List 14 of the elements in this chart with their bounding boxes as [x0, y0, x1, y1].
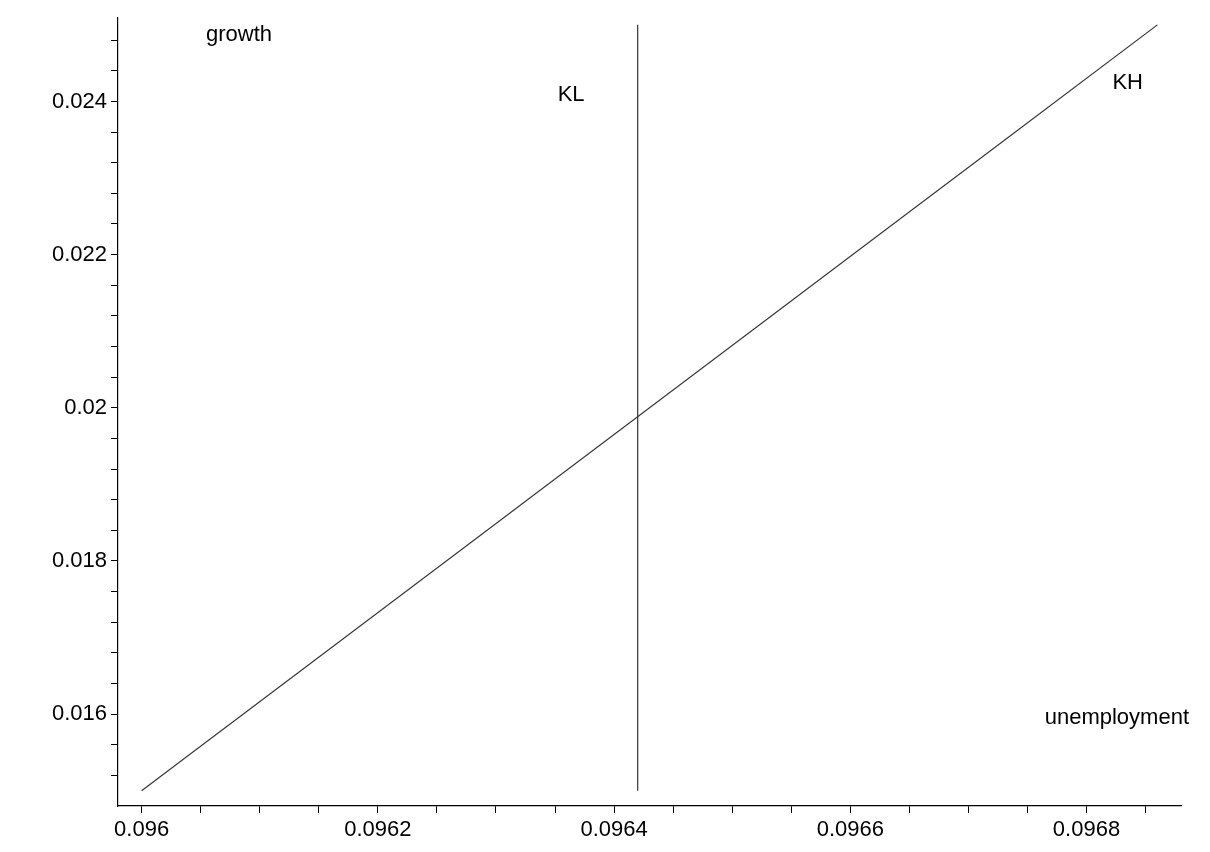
y-axis-title: growth	[206, 21, 273, 47]
y-tick-label: 0.02	[64, 393, 107, 419]
x-tick-label: 0.0966	[816, 816, 884, 842]
x-tick-label: 0.0962	[344, 816, 412, 842]
x-tick-label: 0.096	[114, 816, 170, 842]
y-tick-label: 0.024	[51, 87, 107, 113]
x-axis-title: unemployment	[1044, 704, 1189, 730]
y-tick-label: 0.022	[51, 240, 107, 266]
x-tick-label: 0.0964	[580, 816, 648, 842]
text: KL	[557, 80, 585, 106]
series-label: KH	[1112, 68, 1143, 94]
y-tick-label: 0.016	[51, 700, 107, 726]
x-tick-label: 0.0968	[1052, 816, 1121, 842]
y-tick-label: 0.018	[51, 547, 107, 572]
